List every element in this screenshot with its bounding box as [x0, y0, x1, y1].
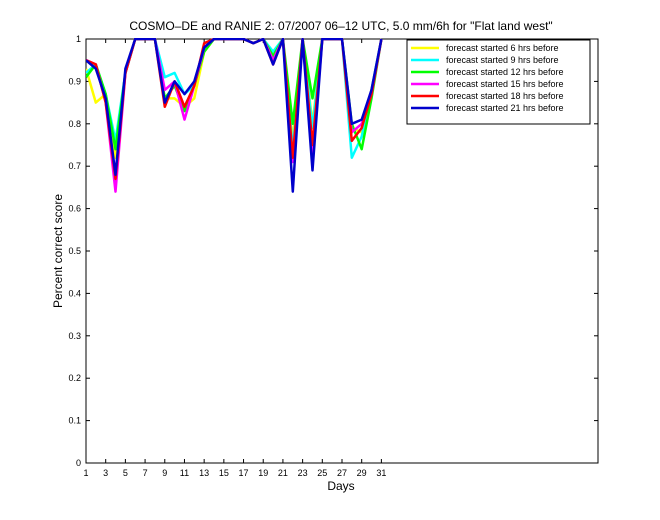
- y-tick-label: 0.2: [68, 373, 81, 383]
- x-tick-label: 13: [199, 468, 209, 478]
- y-tick-label: 0.1: [68, 416, 81, 426]
- legend: forecast started 6 hrs before forecast st…: [406, 39, 591, 125]
- y-tick-label: 1: [76, 34, 81, 44]
- legend-label: forecast started 6 hrs before: [446, 43, 559, 53]
- x-tick-label: 15: [219, 468, 229, 478]
- x-tick-label: 1: [83, 468, 88, 478]
- y-axis-label: Percent correct score: [51, 194, 65, 308]
- y-tick-label: 0.5: [68, 246, 81, 256]
- legend-label: forecast started 15 hrs before: [446, 79, 564, 89]
- legend-label: forecast started 12 hrs before: [446, 67, 564, 77]
- legend-label: forecast started 21 hrs before: [446, 103, 564, 113]
- x-tick-label: 17: [239, 468, 249, 478]
- y-tick-label: 0.3: [68, 331, 81, 341]
- x-tick-label: 11: [180, 468, 189, 478]
- x-tick-label: 5: [123, 468, 128, 478]
- y-tick-label: 0.9: [68, 76, 81, 86]
- y-tick-label: 0.4: [68, 288, 81, 298]
- y-tick-label: 0: [76, 458, 81, 468]
- x-tick-label: 7: [143, 468, 148, 478]
- x-axis-label: Days: [327, 479, 354, 493]
- legend-label: forecast started 9 hrs before: [446, 55, 559, 65]
- x-tick-label: 3: [103, 468, 108, 478]
- x-tick-label: 19: [258, 468, 268, 478]
- y-tick-label: 0.7: [68, 161, 81, 171]
- x-tick-label: 27: [337, 468, 347, 478]
- x-tick-label: 25: [317, 468, 327, 478]
- x-tick-label: 31: [376, 468, 386, 478]
- series-line-6: [86, 38, 383, 193]
- chart-title: COSMO–DE and RANIE 2: 07/2007 06–12 UTC,…: [129, 19, 552, 33]
- legend-label: forecast started 18 hrs before: [446, 91, 564, 101]
- series-lines: [86, 38, 383, 193]
- y-tick-label: 0.6: [68, 204, 81, 214]
- y-tick-label: 0.8: [68, 119, 81, 129]
- x-tick-label: 29: [357, 468, 367, 478]
- x-tick-label: 23: [298, 468, 308, 478]
- legend-box: [406, 39, 591, 125]
- x-tick-label: 21: [278, 468, 288, 478]
- x-tick-label: 9: [162, 468, 167, 478]
- y-axis-ticks: 0 0.1 0.2 0.3 0.4 0.5 0.6 0.7 0.8 0.9 1: [68, 34, 598, 468]
